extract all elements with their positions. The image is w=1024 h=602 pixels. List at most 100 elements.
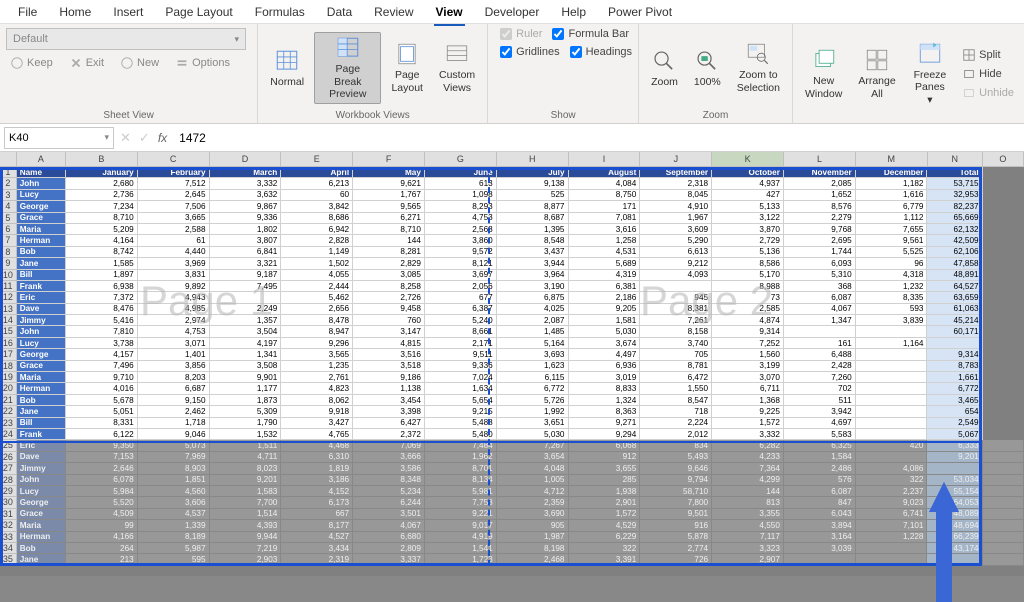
data-cell[interactable]: 2,761 bbox=[281, 372, 353, 383]
data-cell[interactable]: 5,726 bbox=[497, 395, 569, 406]
data-cell[interactable]: 1,584 bbox=[784, 452, 856, 463]
data-cell[interactable]: 48,694 bbox=[927, 520, 982, 531]
data-cell[interactable]: 8,742 bbox=[66, 247, 138, 258]
fx-icon[interactable]: fx bbox=[158, 131, 167, 145]
row-header[interactable]: 8 bbox=[0, 247, 17, 258]
data-cell[interactable] bbox=[856, 543, 928, 554]
data-cell[interactable]: 2,318 bbox=[640, 178, 712, 189]
column-header-cell[interactable]: May bbox=[353, 167, 425, 178]
data-cell[interactable]: 4,084 bbox=[569, 178, 641, 189]
data-cell[interactable]: 3,190 bbox=[497, 281, 569, 292]
name-cell[interactable]: Grace bbox=[17, 213, 66, 224]
data-cell[interactable] bbox=[784, 554, 856, 565]
column-header-cell[interactable]: April bbox=[281, 167, 353, 178]
data-cell[interactable]: 5,583 bbox=[784, 429, 856, 440]
data-cell[interactable]: 4,025 bbox=[497, 304, 569, 315]
data-cell[interactable] bbox=[856, 395, 928, 406]
data-cell[interactable]: 9,918 bbox=[281, 406, 353, 417]
data-cell[interactable]: 2,901 bbox=[569, 497, 641, 508]
menu-formulas[interactable]: Formulas bbox=[245, 3, 315, 21]
data-cell[interactable]: 5,987 bbox=[138, 543, 210, 554]
data-cell[interactable]: 4,319 bbox=[569, 270, 641, 281]
data-cell[interactable]: 7,372 bbox=[66, 292, 138, 303]
data-cell[interactable]: 4,509 bbox=[66, 509, 138, 520]
row-header[interactable]: 24 bbox=[0, 429, 17, 440]
data-cell[interactable]: 8,134 bbox=[425, 475, 497, 486]
data-cell[interactable]: 9,225 bbox=[712, 406, 784, 417]
col-header[interactable]: L bbox=[784, 152, 856, 167]
data-cell[interactable]: 1,572 bbox=[712, 418, 784, 429]
data-cell[interactable]: 61,063 bbox=[927, 304, 982, 315]
name-cell[interactable]: Maria bbox=[17, 224, 66, 235]
data-cell[interactable]: 65,669 bbox=[927, 213, 982, 224]
name-cell[interactable]: John bbox=[17, 178, 66, 189]
data-cell[interactable]: 5,488 bbox=[425, 418, 497, 429]
data-cell[interactable]: 1,767 bbox=[353, 190, 425, 201]
data-cell[interactable] bbox=[927, 554, 982, 565]
data-cell[interactable]: 2,774 bbox=[640, 543, 712, 554]
data-cell[interactable]: 4,440 bbox=[138, 247, 210, 258]
data-cell[interactable]: 6,381 bbox=[569, 281, 641, 292]
data-cell[interactable]: 6,173 bbox=[281, 497, 353, 508]
data-cell[interactable]: 7,153 bbox=[66, 452, 138, 463]
data-cell[interactable]: 4,527 bbox=[281, 532, 353, 543]
data-cell[interactable]: 62,106 bbox=[927, 247, 982, 258]
col-header[interactable]: A bbox=[17, 152, 66, 167]
data-cell[interactable]: 9,501 bbox=[640, 509, 712, 520]
row-header[interactable]: 20 bbox=[0, 383, 17, 394]
data-cell[interactable]: 1,873 bbox=[210, 395, 282, 406]
data-cell[interactable]: 4,067 bbox=[784, 304, 856, 315]
data-cell[interactable]: 9,336 bbox=[210, 213, 282, 224]
data-cell[interactable]: 1,802 bbox=[210, 224, 282, 235]
row-header[interactable]: 16 bbox=[0, 338, 17, 349]
column-header-cell[interactable]: July bbox=[497, 167, 569, 178]
data-cell[interactable]: 3,323 bbox=[712, 543, 784, 554]
data-cell[interactable]: 905 bbox=[497, 520, 569, 531]
data-cell[interactable]: 5,067 bbox=[927, 429, 982, 440]
data-cell[interactable] bbox=[856, 452, 928, 463]
options-button[interactable]: Options bbox=[171, 54, 234, 72]
data-cell[interactable]: 9,710 bbox=[66, 372, 138, 383]
data-cell[interactable]: 8,177 bbox=[281, 520, 353, 531]
data-cell[interactable]: 60 bbox=[281, 190, 353, 201]
data-cell[interactable]: 60,171 bbox=[927, 326, 982, 337]
menu-data[interactable]: Data bbox=[317, 3, 362, 21]
data-cell[interactable]: 3,434 bbox=[281, 543, 353, 554]
data-cell[interactable]: 3,606 bbox=[138, 497, 210, 508]
data-cell[interactable]: 702 bbox=[784, 383, 856, 394]
data-cell[interactable]: 5,678 bbox=[66, 395, 138, 406]
data-cell[interactable]: 4,157 bbox=[66, 349, 138, 360]
data-cell[interactable]: 8,363 bbox=[569, 406, 641, 417]
data-cell[interactable]: 3,856 bbox=[138, 361, 210, 372]
data-cell[interactable]: 3,199 bbox=[712, 361, 784, 372]
data-cell[interactable]: 99 bbox=[66, 520, 138, 531]
data-cell[interactable]: 4,152 bbox=[281, 486, 353, 497]
data-cell[interactable]: 6,078 bbox=[66, 475, 138, 486]
data-cell[interactable]: 7,655 bbox=[856, 224, 928, 235]
cancel-icon[interactable]: ✕ bbox=[120, 130, 131, 146]
data-cell[interactable]: 3,632 bbox=[210, 190, 282, 201]
data-cell[interactable]: 42,509 bbox=[927, 235, 982, 246]
data-cell[interactable]: 9,944 bbox=[210, 532, 282, 543]
data-cell[interactable]: 55,154 bbox=[927, 486, 982, 497]
data-cell[interactable]: 7,252 bbox=[712, 338, 784, 349]
data-cell[interactable]: 9,867 bbox=[210, 201, 282, 212]
name-cell[interactable]: George bbox=[17, 201, 66, 212]
gridlines-checkbox[interactable]: Gridlines bbox=[500, 46, 559, 58]
data-cell[interactable]: 1,585 bbox=[66, 258, 138, 269]
data-cell[interactable]: 1,357 bbox=[210, 315, 282, 326]
data-cell[interactable]: 4,529 bbox=[569, 520, 641, 531]
data-cell[interactable]: 705 bbox=[640, 349, 712, 360]
data-cell[interactable]: 5,689 bbox=[569, 258, 641, 269]
name-cell[interactable]: Bill bbox=[17, 270, 66, 281]
data-cell[interactable]: 2,907 bbox=[712, 554, 784, 565]
column-header-cell[interactable]: February bbox=[138, 167, 210, 178]
data-cell[interactable]: 5,309 bbox=[210, 406, 282, 417]
data-cell[interactable]: 9,768 bbox=[784, 224, 856, 235]
data-cell[interactable]: 834 bbox=[640, 440, 712, 451]
data-cell[interactable]: 3,666 bbox=[353, 452, 425, 463]
data-cell[interactable]: 3,609 bbox=[640, 224, 712, 235]
data-cell[interactable]: 4,531 bbox=[569, 247, 641, 258]
data-cell[interactable]: 3,504 bbox=[210, 326, 282, 337]
data-cell[interactable]: 9,294 bbox=[569, 429, 641, 440]
